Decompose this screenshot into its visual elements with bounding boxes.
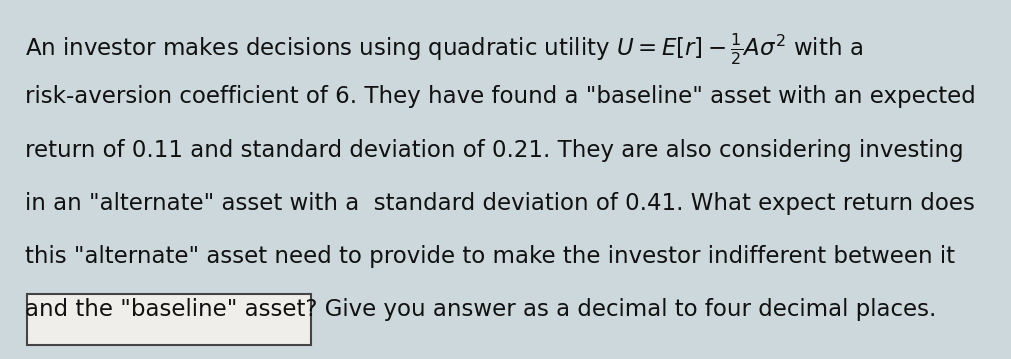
- Text: and the "baseline" asset? Give you answer as a decimal to four decimal places.: and the "baseline" asset? Give you answe…: [25, 298, 936, 321]
- Text: this "alternate" asset need to provide to make the investor indifferent between : this "alternate" asset need to provide t…: [25, 245, 954, 268]
- FancyBboxPatch shape: [27, 294, 310, 345]
- Text: An investor makes decisions using quadratic utility $U = E[r] - \frac{1}{2}A\sig: An investor makes decisions using quadra…: [25, 32, 862, 67]
- Text: return of 0.11 and standard deviation of 0.21. They are also considering investi: return of 0.11 and standard deviation of…: [25, 139, 962, 162]
- Text: risk-aversion coefficient of 6. They have found a "baseline" asset with an expec: risk-aversion coefficient of 6. They hav…: [25, 85, 975, 108]
- Text: in an "alternate" asset with a  standard deviation of 0.41. What expect return d: in an "alternate" asset with a standard …: [25, 192, 975, 215]
